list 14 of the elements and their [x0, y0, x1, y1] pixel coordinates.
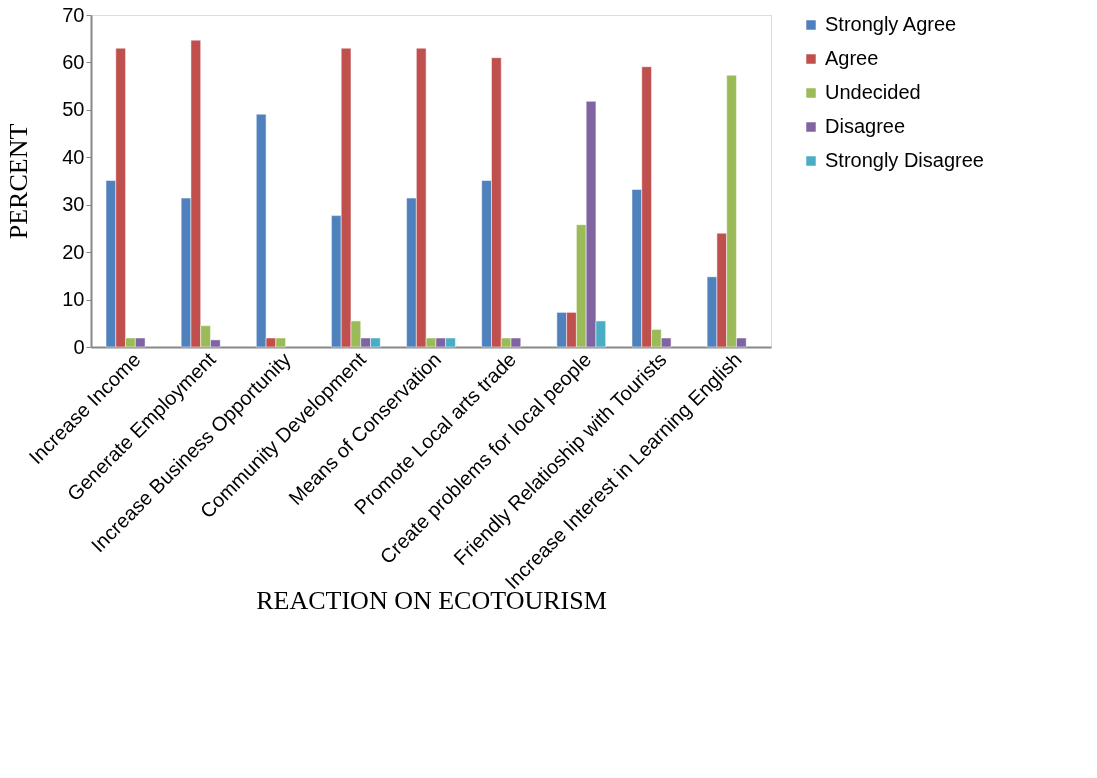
y-tick-label: 40 — [62, 145, 85, 168]
legend-label: Disagree — [825, 115, 906, 137]
y-tick-label: 60 — [62, 50, 85, 73]
y-tick-label: 0 — [73, 335, 85, 358]
y-tick-label: 50 — [62, 98, 85, 121]
y-tick-label: 30 — [62, 193, 85, 216]
legend-label: Strongly Disagree — [825, 149, 984, 171]
y-tick-label: 70 — [62, 3, 85, 26]
legend-label: Strongly Agree — [825, 13, 957, 35]
y-axis-title: PERCENT — [4, 123, 34, 240]
legend-label: Agree — [825, 47, 879, 69]
y-tick-label: 20 — [62, 240, 85, 263]
legend-label: Undecided — [825, 81, 921, 103]
y-tick-label: 10 — [62, 288, 85, 311]
